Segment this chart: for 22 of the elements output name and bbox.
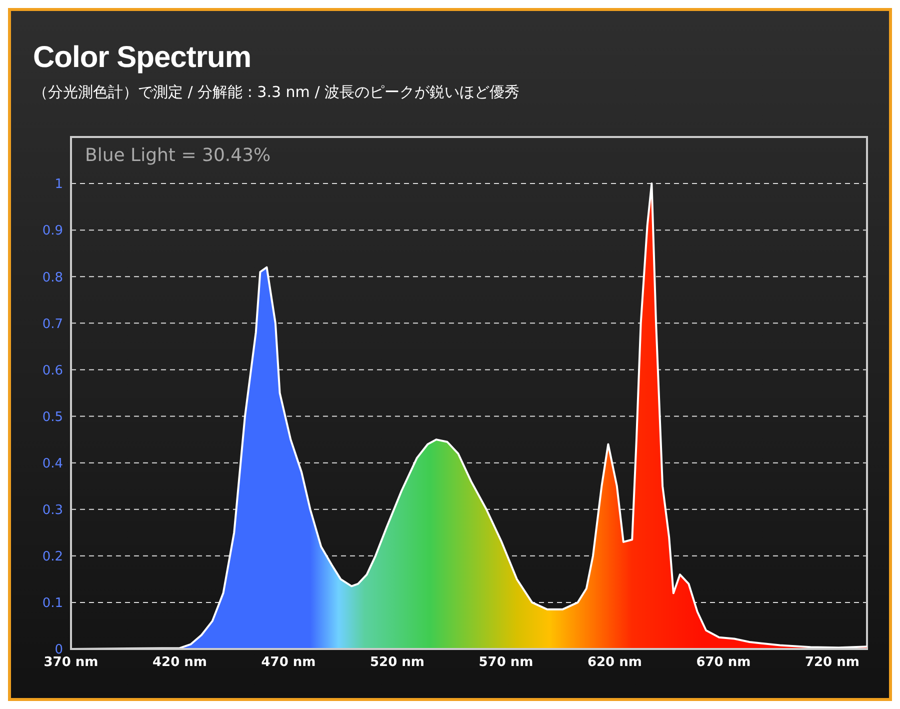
- y-tick-label: 0.5: [42, 410, 63, 425]
- x-tick-label: 370 nm: [44, 655, 98, 670]
- x-tick-label: 570 nm: [478, 655, 534, 670]
- y-tick-label: 0.4: [42, 456, 63, 472]
- x-tick-label: 470 nm: [261, 655, 316, 670]
- y-tick-label: 0.3: [42, 502, 63, 518]
- y-tick-label: 0.6: [42, 363, 63, 378]
- x-tick-label: 720 nm: [804, 655, 860, 670]
- y-tick-label: 0.1: [42, 596, 63, 612]
- x-tick-label: 670 nm: [696, 655, 751, 670]
- y-tick-label: 0.9: [42, 224, 63, 239]
- y-tick-label: 0: [54, 642, 63, 658]
- chart-subtitle: （分光測色計）で測定 / 分解能 : 3.3 nm / 波長のピークが鋭いほど優秀: [33, 83, 520, 102]
- y-tick-label: 0.8: [42, 270, 63, 286]
- x-tick-label: 520 nm: [370, 655, 424, 670]
- y-tick-label: 0.2: [42, 550, 63, 565]
- x-tick-label: 620 nm: [587, 655, 642, 670]
- chart-title: Color Spectrum: [33, 41, 252, 75]
- annotation: Blue Light = 30.43%: [85, 145, 271, 166]
- y-tick-label: 0.7: [42, 316, 63, 332]
- x-tick-label: 420 nm: [152, 655, 207, 670]
- y-tick-label: 1: [54, 177, 63, 192]
